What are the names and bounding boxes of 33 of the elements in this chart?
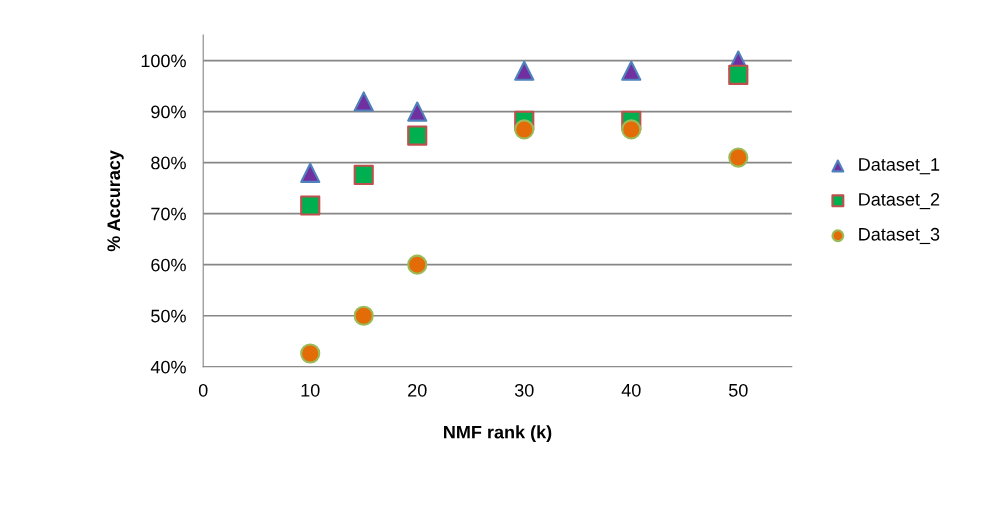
point: [353, 164, 374, 185]
y-tick-label: 100%: [141, 54, 186, 68]
y-tick-label: 80%: [151, 156, 186, 170]
point: [353, 91, 374, 112]
point: [514, 60, 535, 81]
x-axis-title: NMF rank (k): [444, 425, 552, 443]
y-axis-title: % Accuracy: [107, 150, 124, 252]
point: [353, 305, 374, 326]
legend-label: Dataset_2: [859, 192, 940, 210]
point: [300, 162, 321, 183]
point: [407, 254, 428, 275]
point: [407, 101, 428, 122]
x-tick-label: 40: [621, 383, 641, 397]
point: [728, 64, 749, 85]
point: [621, 60, 642, 81]
point: [300, 343, 321, 364]
legend-label: Dataset_1: [859, 158, 940, 175]
point: [514, 119, 535, 140]
point: [728, 147, 749, 168]
y-tick-label: 40%: [150, 360, 186, 374]
x-tick-label: 0: [198, 383, 208, 397]
x-tick-label: 20: [408, 383, 427, 397]
x-tick-label: 50: [728, 383, 748, 397]
point: [300, 195, 321, 216]
x-tick-label: 30: [514, 383, 534, 397]
y-tick-label: 50%: [151, 309, 186, 323]
point: [407, 125, 428, 146]
y-tick-label: 70%: [151, 207, 186, 221]
y-tick-label: 90%: [151, 105, 186, 119]
legend-label: Dataset_3: [859, 227, 940, 245]
point: [621, 119, 642, 140]
y-tick-label: 60%: [151, 258, 186, 272]
x-tick-label: 10: [301, 383, 320, 397]
